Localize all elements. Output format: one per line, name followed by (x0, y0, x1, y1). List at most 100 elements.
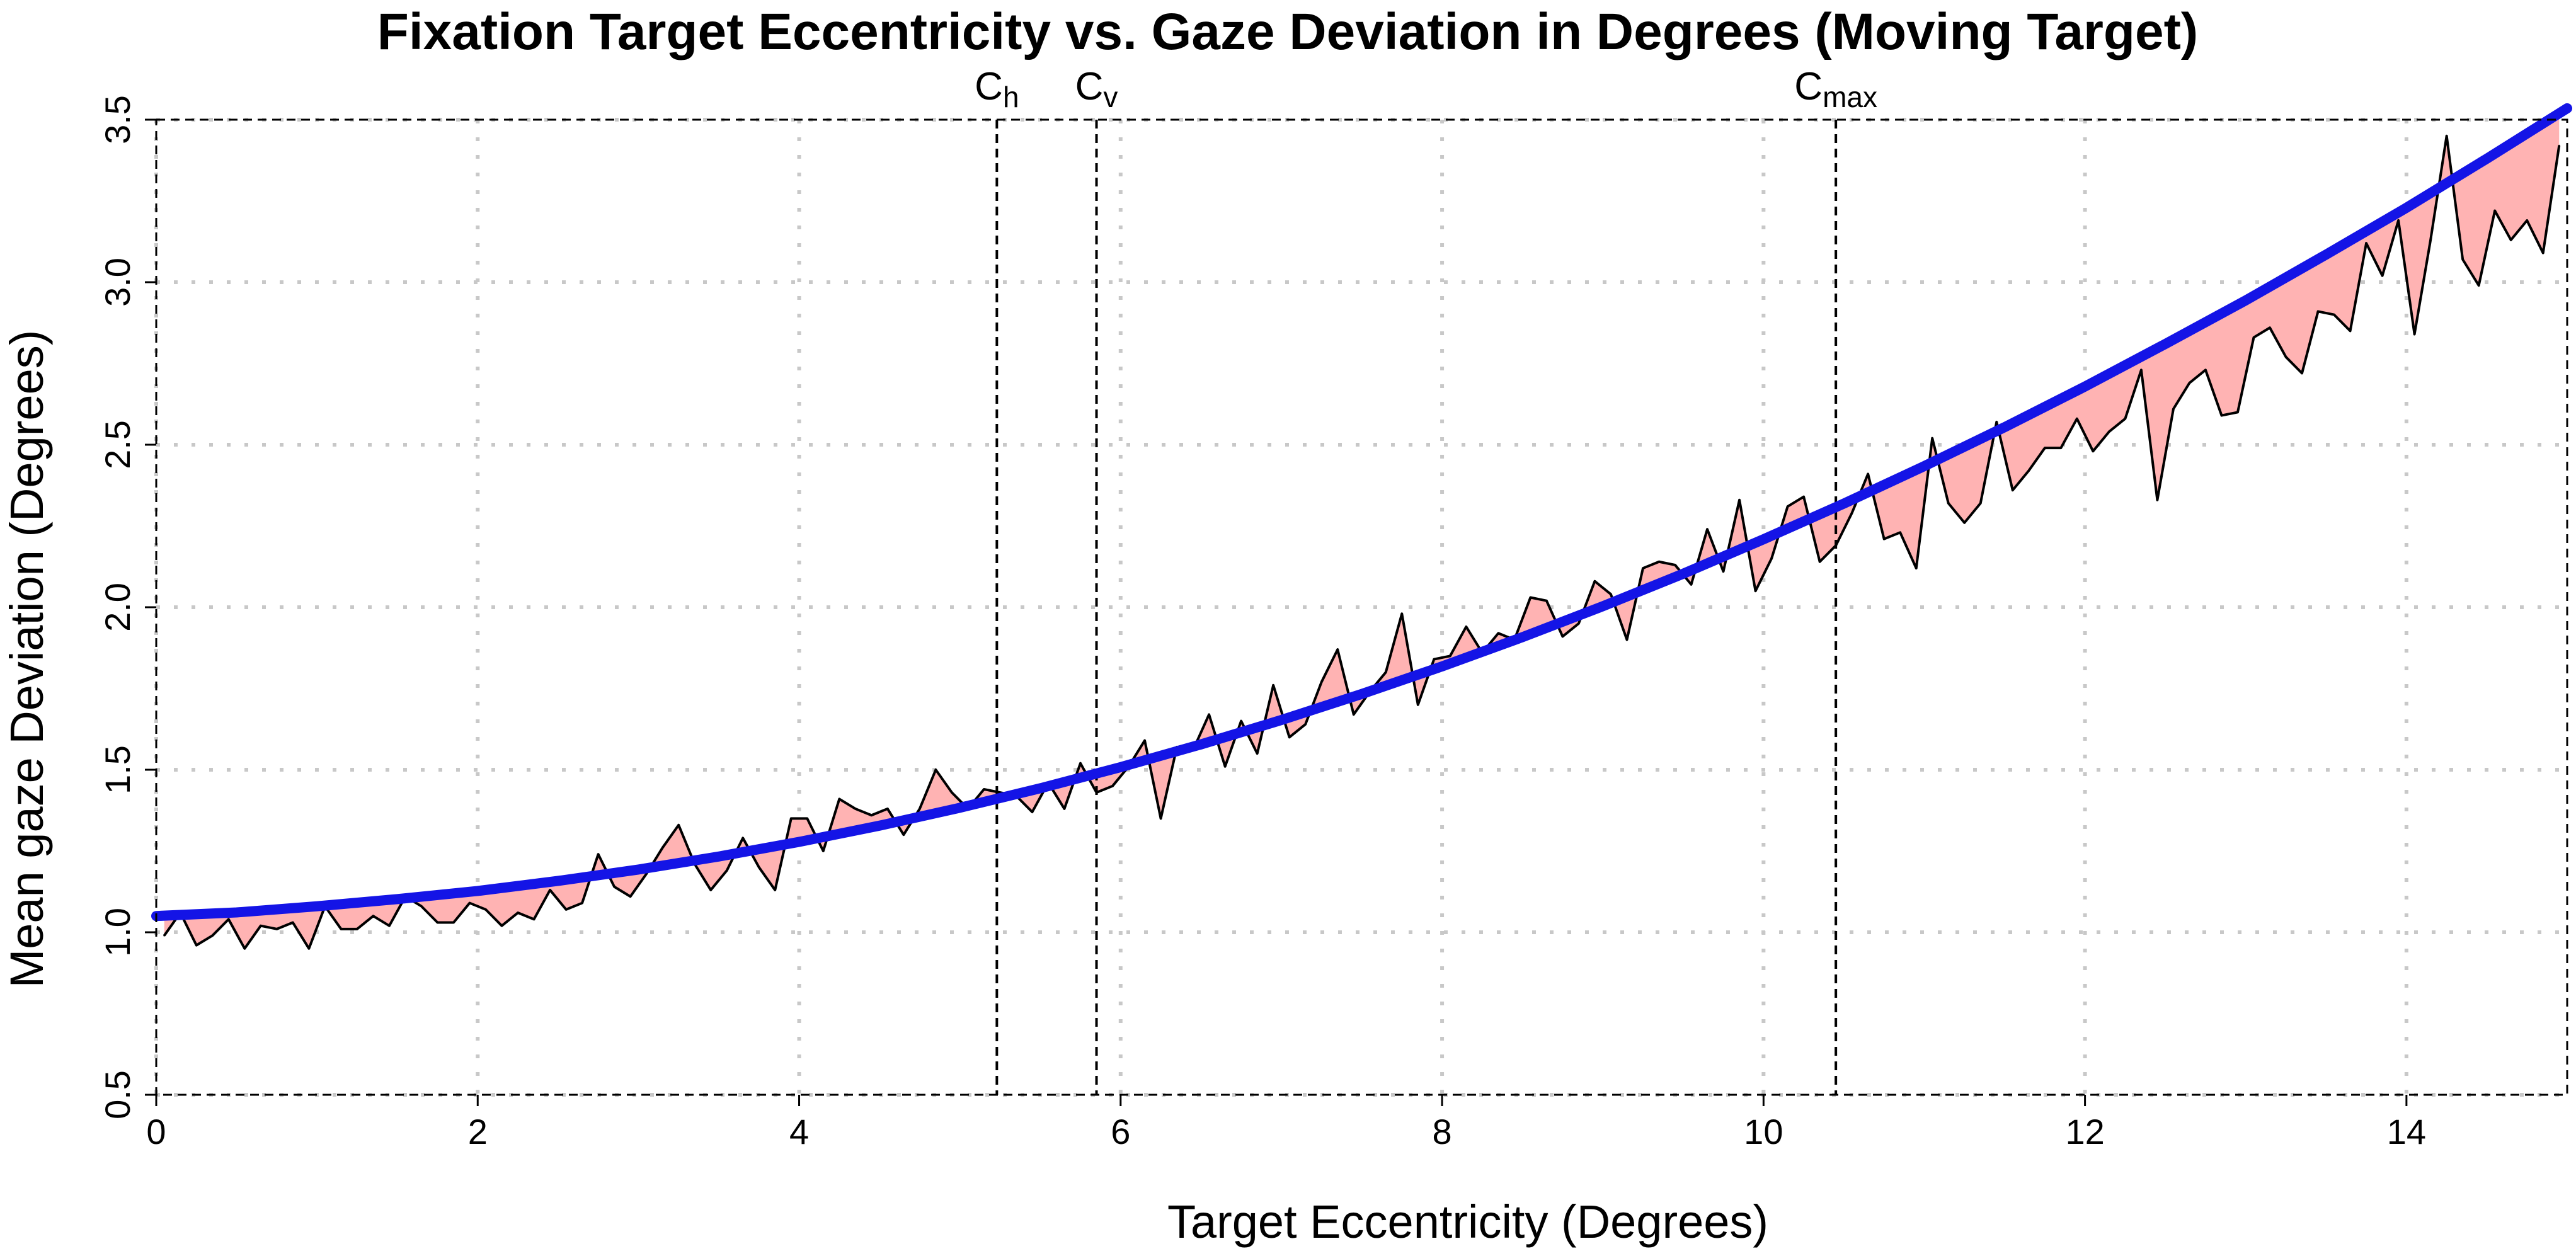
observed-point (1031, 811, 1033, 813)
observed-point (1224, 765, 1227, 768)
y-axis-label: Mean gaze Deviation (Degrees) (1, 330, 53, 988)
y-tick-label: 2.0 (98, 583, 137, 632)
observed-point (533, 918, 535, 920)
cutoff-label-max: Cmax (1794, 65, 1877, 113)
observed-point (195, 944, 198, 947)
x-axis: 0 2 4 6 8 10 12 14 (146, 1095, 2426, 1151)
observed-point (870, 814, 873, 816)
observed-point (2429, 239, 2432, 241)
observed-point (2317, 310, 2320, 312)
y-axis: 0.5 1.0 1.5 2.0 2.5 3.0 3.5 (98, 95, 156, 1119)
observed-point (2397, 219, 2400, 222)
observed-point (2269, 326, 2271, 329)
cutoff-lines: Ch Cv Cmax (975, 65, 1877, 1095)
observed-point (1610, 593, 1612, 595)
observed-point (902, 833, 905, 836)
observed-point (1240, 720, 1242, 723)
observed-point (1787, 505, 1789, 508)
observed-point (1288, 736, 1291, 738)
observed-point (2220, 414, 2223, 417)
observed-point (1674, 564, 1676, 566)
observed-point (2333, 314, 2335, 316)
y-tick-label: 3.0 (98, 258, 137, 307)
x-tick-label: 14 (2387, 1112, 2426, 1151)
observed-point (2349, 329, 2352, 332)
observed-point (1400, 612, 1403, 615)
observed-point (1529, 597, 1531, 599)
observed-point (243, 947, 246, 950)
observed-point (292, 922, 294, 924)
observed-point (2493, 209, 2496, 212)
observed-point (951, 791, 953, 794)
series-group (151, 103, 2572, 950)
x-tick-label: 0 (146, 1112, 166, 1151)
observed-point (2252, 336, 2255, 339)
observed-point (275, 928, 278, 930)
observed-point (372, 915, 374, 917)
x-tick-label: 12 (2065, 1112, 2104, 1151)
observed-point (1353, 713, 1355, 716)
observed-point (1497, 632, 1499, 634)
observed-point (227, 918, 230, 920)
observed-point (854, 808, 857, 810)
observed-point (1657, 561, 1660, 563)
observed-point (1304, 723, 1307, 726)
observed-point (1642, 567, 1644, 569)
observed-point (501, 925, 503, 927)
observed-point (2365, 242, 2367, 244)
observed-point (2285, 356, 2287, 358)
observed-point (2413, 333, 2416, 336)
observed-point (1417, 704, 1419, 706)
observed-point (2236, 411, 2239, 413)
grid (154, 118, 2567, 1097)
observed-point (307, 947, 310, 950)
x-tick-label: 8 (1432, 1112, 1451, 1151)
y-tick-label: 3.5 (98, 95, 137, 144)
observed-point (1143, 740, 1146, 742)
observed-point (1770, 557, 1773, 560)
observed-point (420, 905, 423, 908)
observed-point (1979, 502, 1982, 505)
x-axis-label: Target Eccentricity (Degrees) (1167, 1196, 1768, 1248)
observed-point (2461, 258, 2464, 261)
observed-point (677, 824, 680, 826)
observed-point (469, 902, 471, 905)
observed-point (163, 934, 166, 937)
observed-point (1272, 684, 1274, 687)
observed-point (2446, 135, 2448, 137)
observed-point (2012, 489, 2014, 491)
observed-point (2156, 499, 2158, 501)
observed-point (1593, 580, 1596, 583)
observed-point (436, 922, 438, 924)
observed-point (2044, 447, 2046, 449)
observed-point (1835, 544, 1837, 547)
observed-point (1256, 752, 1259, 755)
observed-point (1433, 658, 1435, 661)
observed-point (1079, 762, 1082, 765)
observed-point (1931, 437, 1933, 440)
observed-point (2108, 430, 2110, 433)
observed-point (211, 934, 214, 937)
observed-point (2027, 469, 2030, 472)
observed-point (1320, 681, 1323, 683)
cutoff-label-h: Ch (975, 65, 1019, 113)
observed-point (758, 866, 760, 869)
y-tick-label: 1.0 (98, 908, 137, 957)
observed-point (356, 928, 358, 930)
fitted-curve (151, 103, 2572, 922)
observed-point (1722, 570, 1725, 573)
observed-point (565, 908, 568, 911)
observed-point (1063, 808, 1066, 810)
observed-point (806, 817, 808, 820)
observed-point (2059, 447, 2062, 449)
y-tick-label: 1.5 (98, 745, 137, 794)
observed-point (1160, 817, 1162, 820)
observed-point (1706, 528, 1709, 530)
observed-point (340, 928, 342, 930)
x-tick-label: 4 (789, 1112, 809, 1151)
observed-point (2558, 144, 2560, 147)
observed-point (1867, 472, 1869, 475)
observed-point (726, 869, 728, 872)
x-tick-label: 6 (1111, 1112, 1130, 1151)
observed-point (1449, 654, 1451, 657)
